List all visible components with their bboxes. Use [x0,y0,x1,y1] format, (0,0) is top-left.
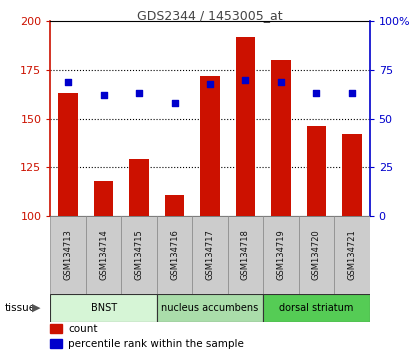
Bar [307,126,326,216]
Bar [50,216,86,294]
Text: GSM134716: GSM134716 [170,229,179,280]
Text: GSM134714: GSM134714 [99,229,108,280]
Bar [299,216,334,294]
Bar [165,195,184,216]
Point [278,79,284,84]
Point [171,100,178,106]
Bar [50,294,157,322]
Point [65,79,71,84]
Text: dorsal striatum: dorsal striatum [279,303,354,313]
Point [349,90,355,96]
Text: GSM134718: GSM134718 [241,229,250,280]
Bar [263,216,299,294]
Text: ▶: ▶ [32,303,40,313]
Text: count: count [68,324,97,334]
Bar [157,294,263,322]
Bar [50,339,62,348]
Bar [129,159,149,216]
Point [100,92,107,98]
Text: percentile rank within the sample: percentile rank within the sample [68,339,244,349]
Bar [121,216,157,294]
Bar [157,216,192,294]
Bar [228,216,263,294]
Text: GSM134719: GSM134719 [276,229,286,280]
Bar [271,60,291,216]
Text: GSM134721: GSM134721 [347,229,356,280]
Point [136,90,142,96]
Point [313,90,320,96]
Bar [50,324,62,333]
Bar [342,134,362,216]
Text: GSM134713: GSM134713 [64,229,73,280]
Point [242,77,249,82]
Text: GSM134720: GSM134720 [312,229,321,280]
Bar [192,216,228,294]
Text: BNST: BNST [91,303,117,313]
Bar [86,216,121,294]
Point [207,81,213,86]
Text: tissue: tissue [4,303,35,313]
Bar [334,216,370,294]
Text: GSM134717: GSM134717 [205,229,215,280]
Bar [200,76,220,216]
Bar [263,294,370,322]
Bar [236,37,255,216]
Text: GDS2344 / 1453005_at: GDS2344 / 1453005_at [137,9,283,22]
Text: GSM134715: GSM134715 [134,229,144,280]
Bar [94,181,113,216]
Text: nucleus accumbens: nucleus accumbens [161,303,259,313]
Bar [58,93,78,216]
